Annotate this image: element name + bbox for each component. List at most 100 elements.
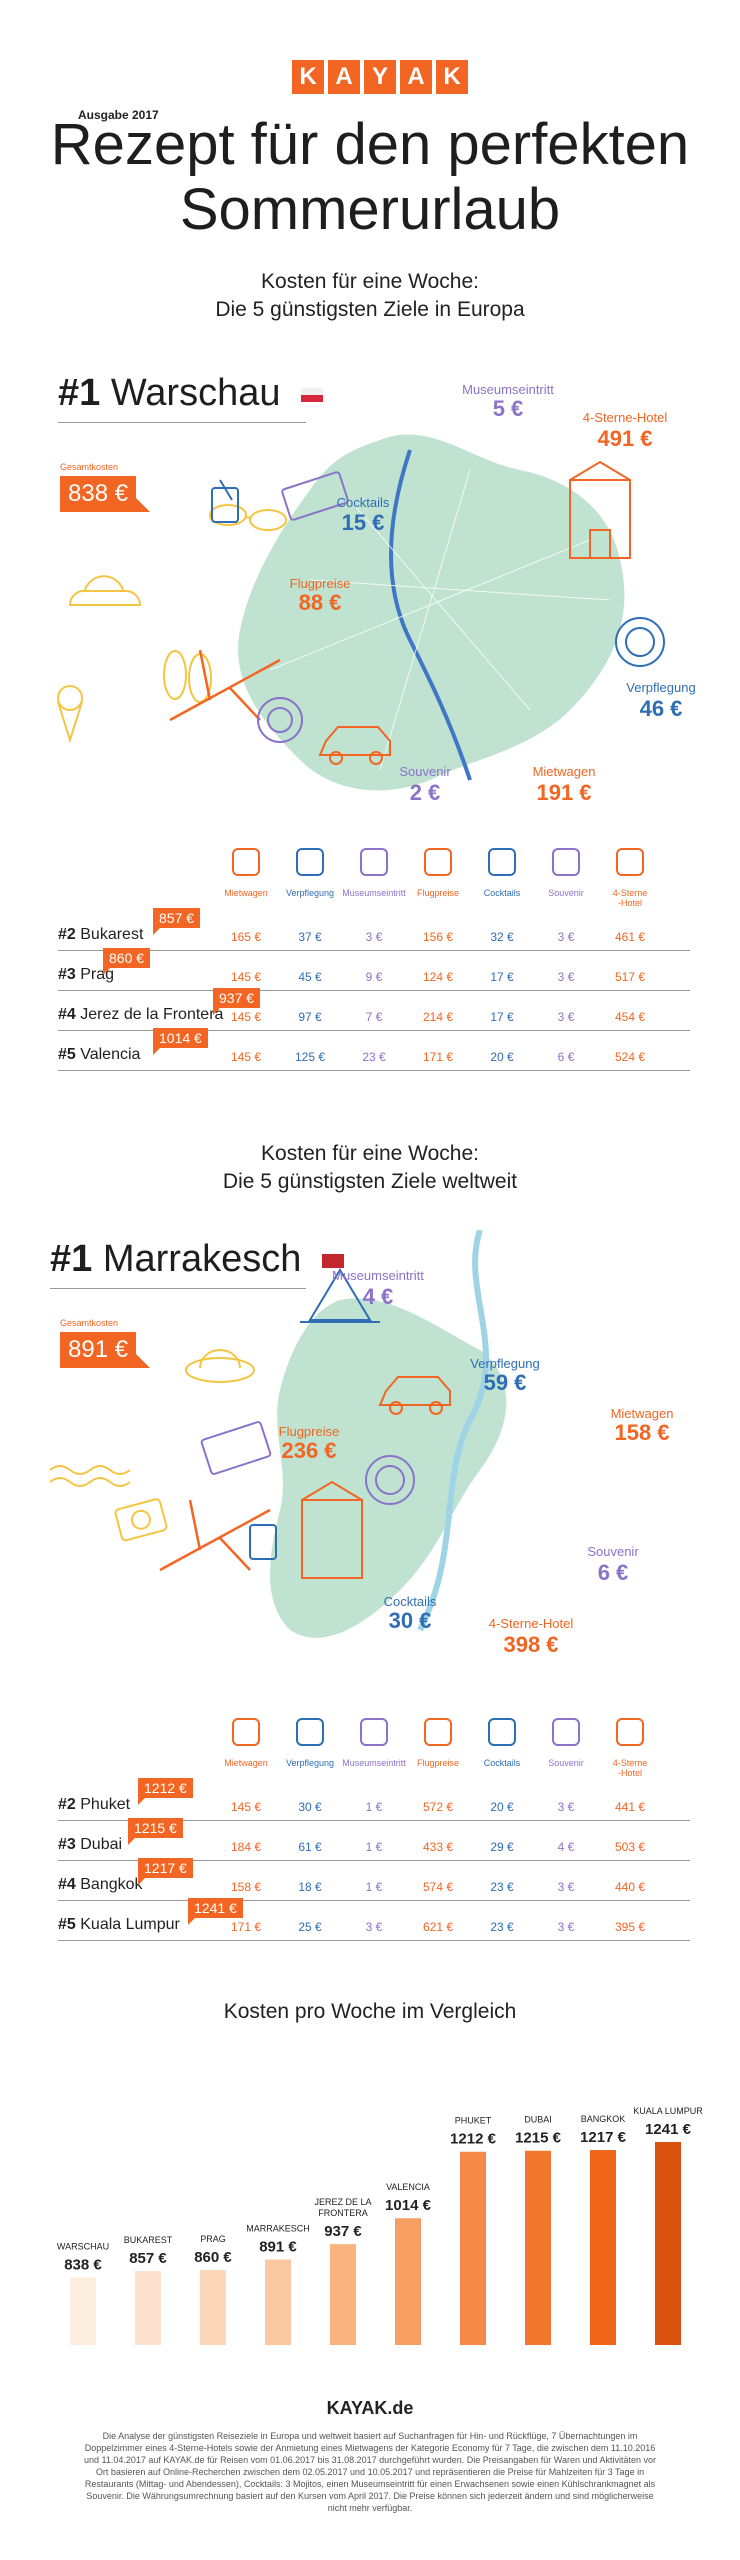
table-cell: 454 € bbox=[614, 1010, 646, 1024]
row-total-badge: 857 € bbox=[153, 908, 201, 935]
table-header: Museumseintritt bbox=[342, 888, 406, 898]
cocktail-icon bbox=[249, 1524, 277, 1560]
table-header: 4-Sterne -Hotel bbox=[612, 1758, 648, 1778]
row-city-name: Jerez de la Frontera bbox=[75, 1006, 224, 1023]
europe-cocktails-value: 15 € bbox=[341, 510, 385, 535]
table-row: #4 Bangkok 1217 € 158 € 18 € 1 € 574 € 23 € 3 €… bbox=[58, 1858, 690, 1901]
logo-letter: K bbox=[436, 60, 468, 94]
row-city: #5 Valencia bbox=[58, 1046, 140, 1064]
page-title-line1: Rezept für den perfekten bbox=[50, 112, 690, 177]
table-cell: 3 € bbox=[557, 1800, 575, 1814]
world-cocktails-label: Cocktails bbox=[383, 1594, 437, 1609]
table-cell: 440 € bbox=[614, 1880, 646, 1894]
column-icon bbox=[296, 1718, 324, 1746]
row-rank: #3 bbox=[58, 966, 76, 983]
table-cell: 171 € bbox=[422, 1050, 454, 1064]
column-icon bbox=[488, 1718, 516, 1746]
table-cell: 23 € bbox=[490, 1880, 514, 1894]
table-header: Mietwagen bbox=[224, 1758, 268, 1768]
table-cell: 20 € bbox=[490, 1050, 514, 1064]
row-city: #5 Kuala Lumpur bbox=[58, 1916, 180, 1934]
page-title-line2: Sommerurlaub bbox=[179, 177, 561, 242]
table-cell: 145 € bbox=[230, 1800, 262, 1814]
bar-bukarest bbox=[135, 2270, 161, 2345]
table-header: Flugpreise bbox=[416, 1758, 460, 1768]
table-row: #2 Bukarest 857 € 165 € 37 € 3 € 156 € 32 € 3 €… bbox=[58, 908, 690, 951]
table-header: Souvenir bbox=[548, 1758, 584, 1768]
table-row: #3 Prag 860 €145 €45 €9 €124 €17 €3 €517 … bbox=[58, 948, 690, 991]
kayak-logo: K A Y A K bbox=[292, 60, 468, 94]
table-cell: 9 € bbox=[365, 970, 383, 984]
table-cell: 524 € bbox=[614, 1050, 646, 1064]
table-cell: 3 € bbox=[365, 930, 383, 944]
table-cell: 1 € bbox=[365, 1880, 383, 1894]
bar-value-label: 1212 € bbox=[450, 2131, 497, 2148]
row-rank: #2 bbox=[58, 926, 76, 943]
world-flight-label: Flugpreise bbox=[278, 1424, 340, 1439]
table-cell: 145 € bbox=[230, 1050, 262, 1064]
table-header: Verpflegung bbox=[285, 888, 335, 898]
table-cell: 45 € bbox=[298, 970, 322, 984]
row-rank: #5 bbox=[58, 1046, 76, 1063]
row-rank: #3 bbox=[58, 1836, 76, 1853]
table-cell: 6 € bbox=[557, 1050, 575, 1064]
table-header: Mietwagen bbox=[224, 888, 268, 898]
bar-kuala-lumpur bbox=[655, 2142, 681, 2345]
bar-dubai bbox=[525, 2150, 551, 2345]
kayak-footer-logo: KAYAK.de bbox=[326, 2398, 414, 2418]
divider bbox=[50, 1288, 306, 1289]
sunglasses-icon bbox=[209, 504, 287, 531]
ice-cream-icon bbox=[57, 685, 83, 744]
hotel-icon bbox=[569, 460, 631, 559]
row-city: #2 Phuket bbox=[58, 1796, 130, 1814]
column-icon bbox=[552, 848, 580, 876]
table-cell: 7 € bbox=[365, 1010, 383, 1024]
table-header: 4-Sterne -Hotel bbox=[612, 888, 648, 908]
bar-category-label: JEREZ DE LA bbox=[314, 2197, 371, 2207]
row-city-name: Phuket bbox=[75, 1796, 131, 1813]
world-flight-value: 236 € bbox=[281, 1438, 337, 1463]
europe-comparison-table: Mietwagen Verpflegung Museumseintritt Flugp… bbox=[58, 830, 690, 1090]
column-icon bbox=[616, 1718, 644, 1746]
world-souvenir-value: 6 € bbox=[597, 1560, 629, 1585]
logo-letter: A bbox=[328, 60, 360, 94]
bar-category-label: MARRAKESCH bbox=[246, 2224, 310, 2234]
bar-category-label: FRONTERA bbox=[318, 2208, 368, 2218]
table-cell: 503 € bbox=[614, 1840, 646, 1854]
table-cell: 29 € bbox=[490, 1840, 514, 1854]
column-icon bbox=[616, 848, 644, 876]
cost-comparison-bar-chart: 838 € WARSCHAU 857 € BUKAREST 860 € PRAG 891 €… bbox=[57, 2106, 703, 2345]
world-food-value: 59 € bbox=[483, 1370, 527, 1395]
table-cell: 461 € bbox=[614, 930, 646, 944]
table-cell: 30 € bbox=[298, 1800, 322, 1814]
world-total-badge: 891 € bbox=[60, 1332, 151, 1368]
europe-car-label: Mietwagen bbox=[532, 764, 596, 779]
bar-value-label: 937 € bbox=[324, 2223, 362, 2240]
museum-ticket-icon bbox=[281, 471, 349, 521]
table-row: #3 Dubai 1215 € 184 € 61 € 1 € 433 € 29 € 4 € 50… bbox=[58, 1818, 690, 1861]
world-subhead-line1: Kosten für eine Woche: bbox=[261, 1142, 479, 1165]
bar-category-label: VALENCIA bbox=[386, 2182, 430, 2192]
table-cell: 621 € bbox=[422, 1920, 454, 1934]
europe-car-value: 191 € bbox=[536, 780, 592, 805]
table-cell: 1 € bbox=[365, 1800, 383, 1814]
row-city: #4 Jerez de la Frontera bbox=[58, 1006, 223, 1024]
world-museum-value: 4 € bbox=[362, 1284, 394, 1309]
table-cell: 158 € bbox=[230, 1880, 262, 1894]
table-cell: 20 € bbox=[490, 1800, 514, 1814]
logo-letter: K bbox=[292, 60, 324, 94]
europe-hotel-value: 491 € bbox=[597, 426, 653, 451]
world-city-heading: #1 Marrakesch bbox=[50, 1238, 344, 1281]
table-header: Flugpreise bbox=[416, 888, 460, 898]
camera-icon bbox=[114, 1498, 168, 1542]
table-cell: 23 € bbox=[362, 1050, 386, 1064]
souvenir-magnet-icon bbox=[257, 697, 303, 743]
column-icon bbox=[552, 1718, 580, 1746]
flip-flops-icon bbox=[163, 650, 212, 703]
souvenir-plate-icon bbox=[365, 1455, 415, 1505]
car-icon bbox=[318, 726, 391, 765]
column-icon bbox=[424, 848, 452, 876]
table-cell: 574 € bbox=[422, 1880, 454, 1894]
table-cell: 433 € bbox=[422, 1840, 454, 1854]
row-total-badge: 1241 € bbox=[188, 1898, 243, 1925]
